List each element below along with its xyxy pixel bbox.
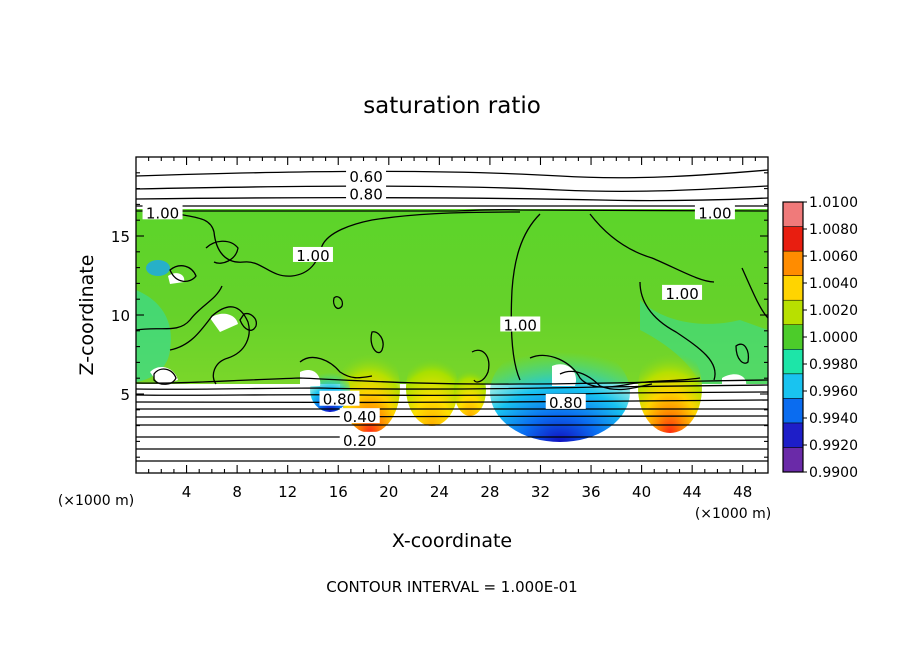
contour-label: 1.00: [296, 247, 329, 265]
contour-label: 1.00: [698, 204, 731, 222]
contour-label: 1.00: [665, 285, 698, 303]
hot-region-42: [638, 343, 702, 433]
contour-label-box: [142, 204, 183, 220]
cyan-patch-right: [640, 300, 768, 384]
contour-label-box: [346, 185, 387, 201]
x-tick-label: 44: [683, 483, 702, 501]
x-tick-label: 28: [480, 483, 499, 501]
contour-label: 0.40: [343, 408, 376, 426]
colorbar-swatch: [782, 324, 804, 350]
x-tick-label: 24: [430, 483, 449, 501]
contour-label-box: [346, 167, 387, 183]
colorbar-label: 1.0060: [809, 249, 858, 265]
contour-label-box: [292, 246, 333, 262]
x-unit-right: (×1000 m): [695, 506, 771, 522]
colorbar-label: 0.9960: [809, 384, 858, 400]
colorbar-swatch: [782, 373, 804, 399]
contour-interval-note: CONTOUR INTERVAL = 1.000E-01: [326, 578, 577, 596]
contour-label: 0.80: [549, 394, 582, 412]
contour-label: 1.00: [504, 316, 537, 334]
x-axis: 4 8 12 16 20 24 28 32 36 40 44 48: [148, 157, 756, 501]
x-tick-label: 4: [182, 483, 192, 501]
y-axis: 5 10 15: [111, 172, 768, 458]
x-unit-left: (×1000 m): [58, 493, 134, 509]
contour-label-box: [339, 431, 380, 447]
colorbar-swatch: [782, 250, 804, 276]
x-tick-label: 32: [531, 483, 550, 501]
y-tick-label: 15: [111, 228, 130, 246]
x-tick-label: 8: [232, 483, 242, 501]
y-axis-label: Z-coordinate: [76, 255, 98, 376]
colorbar-swatch: [782, 422, 804, 448]
colorbar-label: 1.0100: [809, 195, 858, 211]
contour-label-box: [662, 284, 703, 300]
colorbar: 0.9900 0.9920 0.9940 0.9960 0.9980 1.0000 1.00…: [782, 195, 858, 481]
contour-label-box: [545, 393, 586, 409]
cyan-patch-left: [136, 290, 171, 382]
colorbar-swatch: [782, 275, 804, 301]
contour-label: 1.00: [146, 204, 179, 222]
plot-field: 0.600.801.00 1.001.001.001.000.80 0.800.40…: [136, 167, 768, 462]
colorbar-label: 1.0040: [809, 276, 858, 292]
cold-region-33: [490, 342, 630, 442]
colorbar-swatch: [782, 447, 804, 473]
warm-region-23: [406, 350, 458, 426]
x-axis-label: X-coordinate: [392, 530, 512, 552]
cold-spot-left: [146, 260, 170, 276]
x-tick-label: 20: [379, 483, 398, 501]
x-tick-label: 48: [733, 483, 752, 501]
contour-label-box: [500, 316, 541, 332]
y-tick-label: 10: [111, 307, 130, 325]
colorbar-label: 0.9920: [809, 438, 858, 454]
chart-title: saturation ratio: [363, 93, 541, 119]
contour-lines: [136, 169, 768, 462]
warm-region-27: [454, 364, 486, 416]
colorbar-label: 1.0080: [809, 222, 858, 238]
contour-label: 0.80: [323, 391, 356, 409]
contour-label-group: 0.600.801.00 1.001.001.001.000.80 0.800.40…: [142, 167, 735, 450]
colorbar-swatch: [782, 201, 804, 227]
colorbar-swatch: [782, 226, 804, 252]
contour-label-box: [319, 390, 360, 406]
contour-label: 0.80: [349, 185, 382, 203]
x-tick-label: 36: [581, 483, 600, 501]
contour-label-box: [339, 408, 380, 424]
y-tick-label: 5: [120, 386, 130, 404]
colorbar-label: 0.9980: [809, 357, 858, 373]
colorbar-swatch: [782, 398, 804, 424]
colorbar-label: 1.0020: [809, 303, 858, 319]
contour-label-box: [694, 204, 735, 220]
colorbar-swatch: [782, 349, 804, 375]
colorbar-swatch: [782, 299, 804, 325]
contour-label: 0.60: [349, 168, 382, 186]
x-tick-label: 12: [278, 483, 297, 501]
contour-label: 0.20: [343, 432, 376, 450]
x-tick-label: 16: [329, 483, 348, 501]
colorbar-label: 0.9940: [809, 411, 858, 427]
colorbar-label: 1.0000: [809, 330, 858, 346]
x-tick-label: 40: [632, 483, 651, 501]
colorbar-label: 0.9900: [809, 465, 858, 481]
